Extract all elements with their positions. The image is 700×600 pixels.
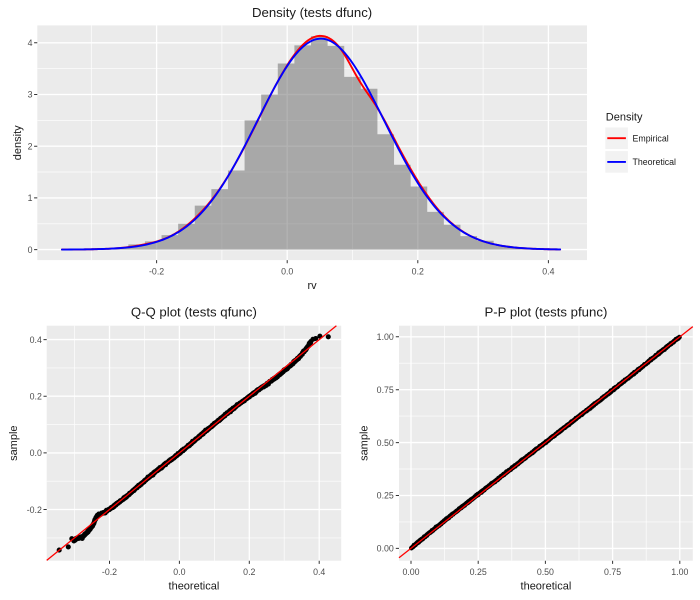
svg-text:0.2: 0.2 xyxy=(412,267,424,277)
svg-text:1.00: 1.00 xyxy=(671,567,688,577)
svg-text:0.00: 0.00 xyxy=(402,567,419,577)
svg-text:0.25: 0.25 xyxy=(470,567,487,577)
svg-text:theoretical: theoretical xyxy=(169,580,220,592)
svg-text:0.0: 0.0 xyxy=(30,448,42,458)
svg-text:1.00: 1.00 xyxy=(377,332,394,342)
svg-text:0.75: 0.75 xyxy=(377,385,394,395)
svg-text:2: 2 xyxy=(28,141,33,151)
svg-text:density: density xyxy=(12,125,24,160)
svg-text:0.00: 0.00 xyxy=(377,544,394,554)
svg-text:-0.2: -0.2 xyxy=(149,267,164,277)
svg-text:-0.2: -0.2 xyxy=(102,567,117,577)
svg-text:0.2: 0.2 xyxy=(30,391,42,401)
svg-text:-0.2: -0.2 xyxy=(27,505,42,515)
svg-text:0.50: 0.50 xyxy=(377,438,394,448)
svg-text:1: 1 xyxy=(28,193,33,203)
svg-text:Density: Density xyxy=(606,112,643,124)
svg-text:3: 3 xyxy=(28,90,33,100)
svg-text:sample: sample xyxy=(359,425,371,460)
svg-text:0.0: 0.0 xyxy=(173,567,185,577)
svg-text:0.50: 0.50 xyxy=(537,567,554,577)
svg-text:P-P plot (tests pfunc): P-P plot (tests pfunc) xyxy=(484,304,607,319)
svg-text:0.4: 0.4 xyxy=(542,267,554,277)
svg-text:0.75: 0.75 xyxy=(604,567,621,577)
svg-text:sample: sample xyxy=(8,425,20,460)
svg-text:4: 4 xyxy=(28,38,33,48)
svg-text:0.0: 0.0 xyxy=(281,267,293,277)
svg-text:0.2: 0.2 xyxy=(243,567,255,577)
svg-text:Q-Q plot (tests qfunc): Q-Q plot (tests qfunc) xyxy=(131,304,257,319)
svg-text:Density (tests dfunc): Density (tests dfunc) xyxy=(252,5,372,20)
svg-text:0.4: 0.4 xyxy=(313,567,325,577)
svg-text:0: 0 xyxy=(28,245,33,255)
svg-text:0.4: 0.4 xyxy=(30,335,42,345)
svg-text:Theoretical: Theoretical xyxy=(633,157,677,167)
svg-text:theoretical: theoretical xyxy=(521,580,572,592)
svg-text:0.25: 0.25 xyxy=(377,491,394,501)
svg-text:rv: rv xyxy=(308,280,318,292)
svg-text:Empirical: Empirical xyxy=(633,133,669,143)
